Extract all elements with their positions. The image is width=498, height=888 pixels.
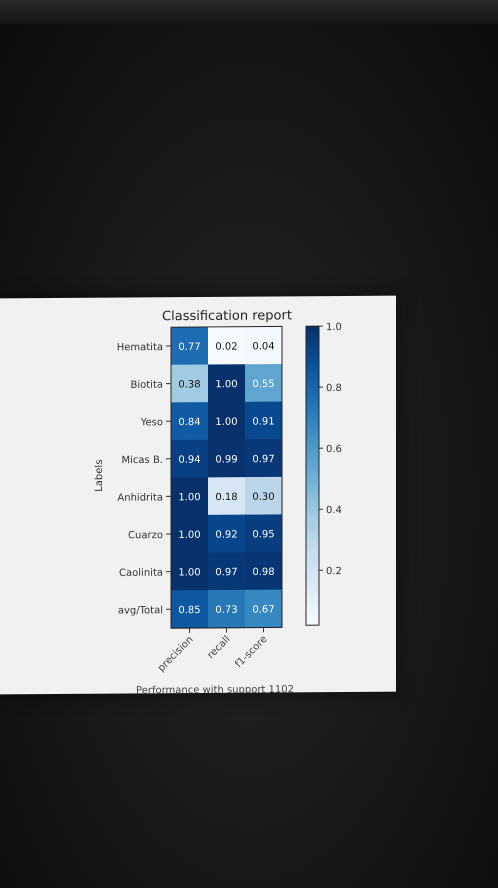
heatmap-cell (245, 326, 282, 365)
cell-value-label: 1.00 (178, 530, 200, 541)
colorbar-tick-label: 0.8 (326, 383, 342, 394)
cell-value-label: 0.98 (252, 567, 274, 578)
colorbar-tick-label: 0.4 (326, 505, 342, 516)
y-tick-label: Hematita (117, 342, 163, 353)
heatmap-cell (208, 326, 245, 366)
heatmap-cell (171, 590, 208, 629)
heatmap-cell (208, 401, 245, 441)
cell-value-label: 0.55 (252, 379, 274, 390)
x-axis-label: Performance with support 1102 (136, 684, 294, 694)
cell-value-label: 0.99 (215, 454, 237, 465)
colorbar-ticks: 1.0 0.8 0.6 0.4 0.2 (319, 322, 342, 577)
colorbar-gradient (305, 325, 320, 626)
cell-value-label: 0.97 (252, 454, 274, 465)
cell-value-label: 0.18 (215, 492, 237, 503)
colorbar-tick-label: 1.0 (326, 322, 342, 333)
y-tick-label: Caolinita (119, 568, 163, 579)
heatmap-cell (208, 364, 245, 403)
cell-value-label: 0.77 (178, 342, 200, 353)
heatmap-chart: Classification report Labels Performance… (94, 308, 342, 694)
cell-value-label: 0.73 (215, 605, 237, 616)
cell-value-label: 0.91 (252, 416, 274, 427)
colorbar-tick-label: 0.2 (326, 566, 342, 577)
y-tick-label: Anhidrita (117, 492, 163, 503)
cell-value-label: 1.00 (178, 567, 200, 578)
cell-value-label: 0.95 (252, 529, 274, 540)
cell-value-label: 0.94 (178, 455, 200, 466)
x-tick-label: precision (156, 634, 196, 674)
heatmap-cell (245, 401, 282, 440)
x-tick-label: f1-score (233, 634, 269, 670)
figure-window: Classification report Labels Performance… (0, 295, 396, 695)
y-tick-label: Biotita (130, 380, 163, 391)
heatmap-cell (245, 552, 282, 591)
cell-value-label: 0.67 (252, 604, 274, 615)
cell-value-label: 0.30 (252, 492, 274, 503)
heatmap-cell (171, 326, 208, 366)
heatmap-cell (171, 552, 208, 591)
monitor-bezel-top (0, 0, 498, 24)
heatmap-cell (171, 514, 208, 554)
y-axis-label: Labels (94, 460, 105, 492)
heatmap-cells: 0.77 0.02 0.04 0.38 1.00 0.55 0.84 1.00 0.91 0.94… (171, 326, 282, 629)
y-tick-label: avg/Total (118, 605, 163, 616)
heatmap-cell (245, 364, 282, 403)
colorbar: 1.0 0.8 0.6 0.4 0.2 (305, 322, 342, 626)
y-tick-label: Cuarzo (128, 530, 163, 541)
heatmap-cell (171, 402, 208, 441)
heatmap-cell (208, 552, 245, 591)
cell-value-label: 0.02 (215, 342, 237, 353)
heatmap-cell (245, 589, 282, 628)
cell-value-label: 0.84 (178, 417, 200, 428)
cell-value-label: 1.00 (178, 492, 200, 503)
colorbar-tick-label: 0.6 (326, 444, 342, 455)
y-tick-label: Yeso (140, 417, 163, 428)
cell-value-label: 0.92 (215, 530, 237, 541)
cell-value-label: 0.85 (178, 605, 200, 616)
cell-value-label: 1.00 (215, 379, 237, 390)
heatmap-cell (208, 514, 245, 554)
cell-value-label: 0.97 (215, 567, 237, 578)
x-tick-label: recall (206, 634, 233, 661)
cell-value-label: 1.00 (215, 417, 237, 428)
y-tick-label: Micas B. (122, 455, 163, 466)
x-tick-labels: precision recall f1-score (156, 627, 270, 674)
heatmap-cell (245, 514, 282, 553)
heatmap-cell (171, 477, 208, 516)
heatmap-cell (245, 476, 282, 516)
heatmap-cell (171, 439, 208, 479)
cell-value-label: 0.38 (178, 379, 200, 390)
heatmap-cell (171, 364, 208, 403)
heatmap-cell (208, 439, 245, 478)
heatmap-cell (245, 439, 282, 478)
heatmap-cell (208, 589, 245, 629)
chart-title: Classification report (162, 308, 292, 324)
cell-value-label: 0.04 (252, 341, 274, 352)
heatmap-cell (208, 477, 245, 516)
y-tick-labels: Hematita Biotita Yeso Micas B. Anhidrita Cuar… (117, 342, 171, 617)
